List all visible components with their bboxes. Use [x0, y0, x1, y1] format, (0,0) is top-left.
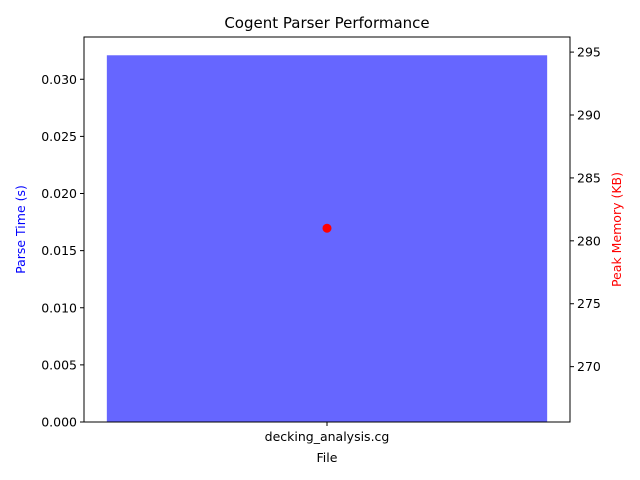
- left-y-tick-label: 0.030: [41, 72, 77, 87]
- left-y-tick-label: 0.020: [41, 186, 77, 201]
- chart-title: Cogent Parser Performance: [224, 14, 429, 32]
- right-y-axis-title: Peak Memory (KB): [609, 172, 624, 287]
- left-y-tick-label: 0.005: [41, 357, 77, 372]
- right-y-tick-label: 290: [577, 108, 601, 123]
- left-y-axis-title: Parse Time (s): [13, 185, 28, 274]
- point-peak-memory: [322, 223, 332, 233]
- bar-series: [106, 55, 548, 422]
- bar-parse-time: [106, 55, 548, 422]
- left-y-tick-label: 0.015: [41, 243, 77, 258]
- right-y-tick-label: 275: [577, 296, 601, 311]
- right-y-tick-label: 295: [577, 45, 601, 60]
- x-axis: decking_analysis.cg: [265, 422, 390, 444]
- point-series: [322, 223, 332, 233]
- right-y-tick-label: 280: [577, 233, 601, 248]
- right-y-tick-label: 270: [577, 359, 601, 374]
- x-tick-label: decking_analysis.cg: [265, 429, 390, 444]
- x-axis-title: File: [317, 450, 338, 465]
- left-y-tick-label: 0.025: [41, 129, 77, 144]
- left-y-tick-label: 0.010: [41, 300, 77, 315]
- plot-area: [83, 36, 571, 423]
- left-y-axis: 0.000 0.005 0.010 0.015 0.020 0.025 0.030: [41, 72, 84, 430]
- left-y-tick-label: 0.000: [41, 415, 77, 430]
- right-y-tick-label: 285: [577, 170, 601, 185]
- right-y-axis: 270 275 280 285 290 295: [570, 45, 601, 374]
